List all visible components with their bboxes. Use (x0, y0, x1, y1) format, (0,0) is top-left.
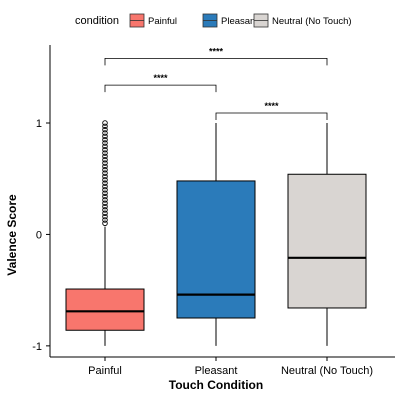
outlier-point (102, 190, 108, 196)
outlier-point (102, 133, 108, 140)
legend-title: condition (75, 15, 119, 27)
outlier-point (102, 150, 108, 156)
significance-label-2: **** (264, 101, 279, 111)
outlier-point (102, 203, 108, 210)
y-tick-label-2: 1 (36, 118, 42, 130)
outlier-point (102, 210, 108, 217)
significance-bracket-2: **** (215, 101, 328, 120)
outlier-point (102, 197, 108, 203)
significance-bracket-1: **** (104, 73, 217, 93)
outlier-point (102, 220, 108, 227)
outlier-point (102, 130, 108, 136)
outlier-point (102, 136, 108, 143)
legend: condition Painful Pleasant Neutral (No Tou… (75, 13, 352, 28)
outlier-point (102, 193, 108, 200)
outlier-point (102, 153, 108, 160)
outlier-point (102, 157, 108, 163)
outlier-point (102, 146, 108, 153)
legend-entry-1: Pleasant (202, 13, 258, 28)
outlier-point (102, 180, 108, 186)
bracket-line-1 (104, 84, 217, 93)
legend-label-0: Painful (148, 16, 177, 27)
box-body-1 (176, 180, 256, 319)
outlier-point (102, 123, 108, 130)
x-tick-label-2: Neutral (No Touch) (281, 365, 373, 377)
y-axis-title: Valence Score (5, 194, 19, 276)
outlier-point (102, 217, 108, 223)
outlier-point (102, 143, 108, 150)
x-axis-title: Touch Condition (169, 378, 263, 392)
box-0 (65, 120, 145, 346)
outlier-point (102, 207, 108, 213)
legend-label-1: Pleasant (221, 16, 258, 27)
box-body-2 (287, 173, 367, 309)
plot-area: **** **** **** (65, 46, 367, 346)
outlier-point (102, 183, 108, 190)
outlier-point (102, 170, 108, 176)
outlier-point (102, 126, 108, 133)
box-body-0 (65, 288, 145, 331)
outlier-point (102, 163, 108, 170)
legend-entry-0: Painful (129, 13, 177, 28)
significance-label-1: **** (153, 73, 168, 83)
outlier-point (102, 167, 108, 173)
legend-label-2: Neutral (No Touch) (272, 16, 352, 27)
y-tick-label-1: 0 (36, 229, 42, 241)
bracket-line-0 (104, 57, 328, 66)
outlier-point (102, 187, 108, 193)
x-tick-label-1: Pleasant (195, 365, 238, 377)
box-2 (287, 123, 367, 346)
bracket-line-2 (215, 112, 328, 120)
box-1 (176, 123, 256, 346)
x-tick-label-0: Painful (88, 365, 122, 377)
outlier-point (102, 140, 108, 146)
y-tick-label-0: -1 (32, 341, 42, 353)
outlier-point (102, 120, 108, 126)
outlier-point (102, 160, 108, 166)
outlier-point (102, 200, 108, 206)
significance-bracket-0: **** (104, 46, 328, 66)
outlier-point (102, 213, 108, 220)
legend-entry-2: Neutral (No Touch) (253, 13, 352, 28)
outlier-point (102, 177, 108, 183)
significance-label-0: **** (209, 46, 224, 56)
outlier-point (102, 173, 108, 180)
